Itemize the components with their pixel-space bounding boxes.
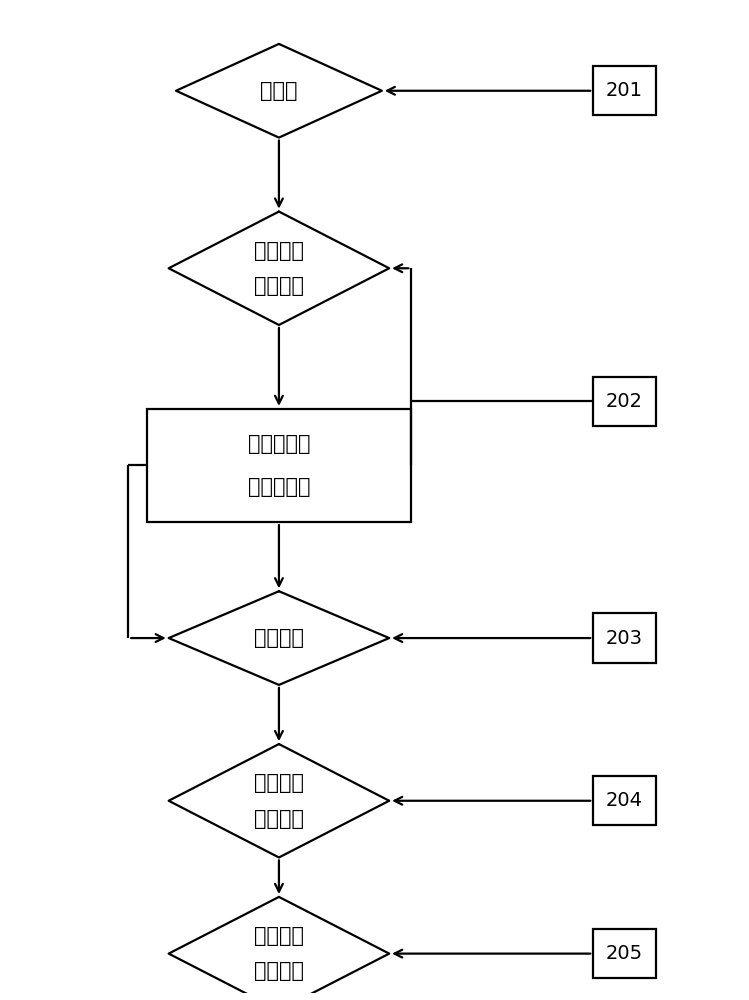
Text: 202: 202 [606,392,643,411]
Bar [593,377,655,426]
Text: 205: 205 [606,944,643,963]
Text: 统参数设置: 统参数设置 [248,477,310,497]
Text: 制与分析: 制与分析 [254,809,304,829]
Bar [593,66,655,115]
Bar [147,409,411,522]
Text: 准直系统: 准直系统 [254,241,304,261]
Text: 204: 204 [606,791,643,810]
Text: 计算机控: 计算机控 [254,773,304,793]
Bar [593,929,655,978]
Text: 数据存储: 数据存储 [254,926,304,946]
Text: 声光滤波系: 声光滤波系 [248,434,310,454]
Text: 参数设置: 参数设置 [254,276,304,296]
Text: 光谱探测: 光谱探测 [254,628,304,648]
Bar [593,613,655,663]
Text: 203: 203 [606,629,643,648]
Text: 系统关闭: 系统关闭 [254,961,304,981]
Text: 系统开: 系统开 [260,81,297,101]
Text: 201: 201 [606,81,643,100]
Bar [593,776,655,825]
